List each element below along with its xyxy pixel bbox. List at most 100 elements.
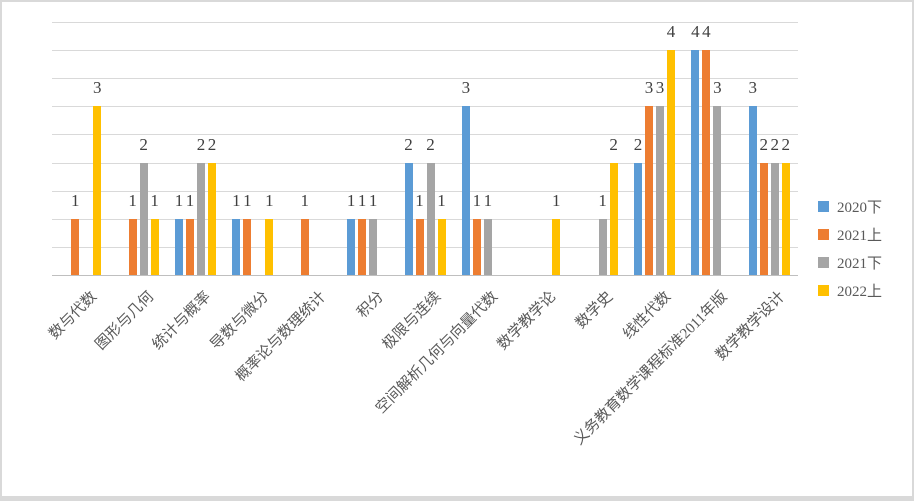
bar-value-label: 1 xyxy=(70,190,80,210)
legend-swatch xyxy=(818,285,829,296)
bar xyxy=(461,106,470,275)
bar xyxy=(426,162,435,275)
bar-value-label: 1 xyxy=(128,190,137,210)
gridline xyxy=(52,246,798,248)
bar xyxy=(713,106,722,275)
bar-value-label: 4 xyxy=(666,22,676,42)
legend: 2020下 2021上 2021下 2022上 xyxy=(818,198,882,310)
bar xyxy=(748,106,757,275)
category-label: 数学史 xyxy=(573,288,617,332)
bar-value-label: 4 xyxy=(702,22,711,42)
bar-value-label: 2 xyxy=(770,134,780,154)
bar-value-label: 2 xyxy=(139,134,148,154)
bar xyxy=(781,162,790,275)
legend-label: 2020下 xyxy=(837,200,883,216)
gridline xyxy=(52,190,798,192)
bar xyxy=(150,218,159,275)
bar-value-label: 1 xyxy=(243,190,252,210)
bar-value-label: 2 xyxy=(781,134,791,154)
category-label: 积分 xyxy=(354,288,387,322)
bar-value-label: 1 xyxy=(300,190,309,210)
legend-item: 2021下 xyxy=(818,254,882,272)
gridline xyxy=(52,162,798,164)
bar-value-label: 1 xyxy=(598,190,607,210)
gridline xyxy=(52,78,798,80)
bar xyxy=(759,162,768,275)
bar xyxy=(609,162,618,275)
bar xyxy=(174,218,183,275)
bar-value-label: 2 xyxy=(759,134,769,154)
bar xyxy=(598,218,607,275)
bar-value-label: 1 xyxy=(483,190,493,210)
x-axis-line xyxy=(52,275,798,276)
bar xyxy=(552,218,561,275)
bar-value-label: 3 xyxy=(713,78,722,98)
bar-value-label: 1 xyxy=(346,190,356,210)
bar xyxy=(196,162,205,275)
category-label: 图形与几何 xyxy=(92,288,158,354)
bar xyxy=(415,218,424,275)
bar xyxy=(667,50,676,275)
bar-value-label: 1 xyxy=(185,190,195,210)
bar-value-label: 1 xyxy=(415,190,424,210)
bar xyxy=(139,162,148,275)
bar-value-label: 3 xyxy=(748,78,758,98)
bar xyxy=(347,218,356,275)
bar xyxy=(185,218,194,275)
bar-value-label: 1 xyxy=(232,190,241,210)
bar-value-label: 1 xyxy=(265,190,274,210)
legend-item: 2022上 xyxy=(818,282,883,300)
legend-item: 2020下 xyxy=(818,198,883,216)
bar-value-label: 2 xyxy=(633,134,643,154)
category-label: 数与代数 xyxy=(46,288,100,343)
gridline xyxy=(52,22,798,23)
gridline xyxy=(52,106,798,108)
bar-value-label: 3 xyxy=(92,78,102,98)
bar xyxy=(232,218,241,275)
bar-value-label: 1 xyxy=(368,190,378,210)
bar-value-label: 2 xyxy=(196,134,206,154)
gridline xyxy=(52,50,798,52)
gridline xyxy=(52,218,798,220)
bar xyxy=(472,218,481,275)
category-label: 统计与概率 xyxy=(150,288,215,354)
bar-value-label: 1 xyxy=(357,190,367,210)
bar xyxy=(369,218,378,275)
category-label: 数学教学论 xyxy=(494,288,559,354)
bar-value-label: 4 xyxy=(691,22,700,42)
legend-label: 2021上 xyxy=(837,228,883,244)
bar xyxy=(71,218,80,275)
bar-value-label: 2 xyxy=(609,134,618,154)
bar-value-label: 3 xyxy=(644,78,654,98)
bar xyxy=(437,218,446,275)
bar-value-label: 2 xyxy=(426,134,435,154)
bar xyxy=(93,106,102,275)
bar-value-label: 1 xyxy=(174,190,184,210)
bar xyxy=(483,218,492,275)
bar xyxy=(691,50,700,275)
bar-value-label: 3 xyxy=(655,78,665,98)
bar xyxy=(645,106,654,275)
bar-value-label: 1 xyxy=(552,190,561,210)
legend-label: 2022上 xyxy=(837,284,883,300)
legend-item: 2021上 xyxy=(818,226,883,244)
bar xyxy=(207,162,216,275)
bar xyxy=(243,218,252,275)
bar xyxy=(770,162,779,275)
legend-swatch xyxy=(818,229,829,240)
bar-value-label: 2 xyxy=(207,134,217,154)
gridline xyxy=(52,134,798,136)
bar xyxy=(702,50,711,275)
bar xyxy=(128,218,137,275)
bar xyxy=(404,162,413,275)
bar xyxy=(656,106,665,275)
bar-value-label: 1 xyxy=(437,190,446,210)
bar xyxy=(300,218,309,275)
bar-value-label: 1 xyxy=(150,190,159,210)
bar xyxy=(265,218,274,275)
bar-value-label: 2 xyxy=(404,134,413,154)
bar xyxy=(634,162,643,275)
